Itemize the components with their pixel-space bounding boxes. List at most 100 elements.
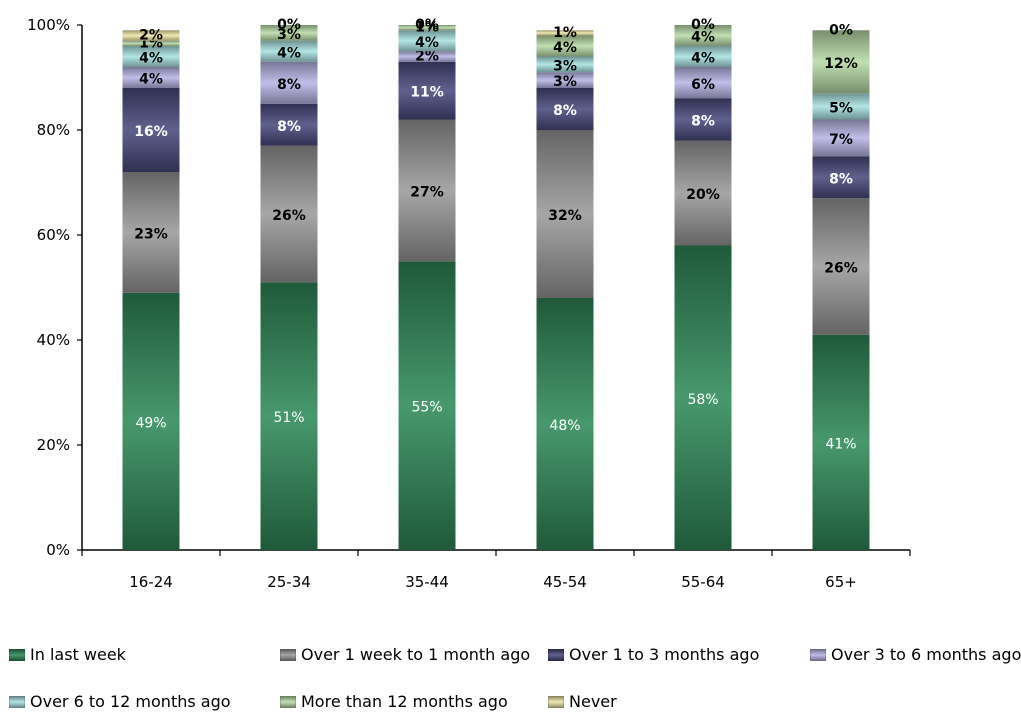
legend-label: Over 6 to 12 months ago	[30, 692, 231, 711]
data-label: 8%	[277, 77, 301, 93]
bar-segment	[260, 282, 318, 550]
legend-label: Over 3 to 6 months ago	[831, 645, 1021, 664]
data-label: 5%	[829, 100, 853, 116]
legend-item: Never	[548, 692, 617, 711]
legend-item: In last week	[9, 645, 126, 664]
bar-segment	[122, 40, 180, 46]
bar-segment	[536, 35, 594, 57]
data-label: 4%	[139, 72, 163, 88]
data-label: 26%	[824, 261, 858, 277]
bar-segment	[674, 25, 732, 46]
x-tick-label: 65+	[825, 573, 857, 591]
bar-segment	[398, 51, 456, 62]
axes	[81, 25, 910, 551]
data-label: 12%	[824, 56, 858, 72]
data-label: 20%	[686, 187, 720, 203]
data-label: 32%	[548, 208, 582, 224]
data-label: 1%	[415, 20, 439, 36]
x-tick-label: 35-44	[405, 573, 449, 591]
bar-segment	[674, 140, 732, 246]
bar-segment	[260, 103, 318, 146]
data-label: 4%	[691, 51, 715, 67]
bar-segment	[260, 25, 318, 41]
bar-segment	[122, 292, 180, 550]
data-label: 0%	[691, 17, 715, 33]
data-label: 48%	[549, 418, 580, 434]
data-label: 0%	[415, 17, 439, 33]
legend-label: In last week	[30, 645, 126, 664]
data-label: 8%	[553, 103, 577, 119]
data-label: 4%	[277, 45, 301, 61]
data-label: 2%	[415, 49, 439, 65]
bar-segment	[812, 119, 870, 157]
legend-label: More than 12 months ago	[301, 692, 508, 711]
bar-segment	[536, 88, 594, 130]
bar-segment	[536, 72, 594, 88]
bar-segment	[122, 88, 180, 172]
bar-segment	[674, 98, 732, 141]
legend-item: Over 3 to 6 months ago	[810, 645, 1021, 664]
data-label: 1%	[553, 25, 577, 41]
bar-segment	[398, 119, 456, 262]
legend-label: Over 1 to 3 months ago	[569, 645, 760, 664]
data-label: 16%	[134, 124, 168, 140]
y-tick-label: 0%	[46, 541, 70, 559]
x-tick-label: 25-34	[267, 573, 311, 591]
legend-swatch	[9, 648, 25, 661]
data-label: 7%	[829, 132, 853, 148]
legend-swatch	[280, 695, 296, 708]
bar-segment	[122, 30, 180, 41]
bar-segment	[260, 61, 318, 104]
bar-segment	[536, 298, 594, 550]
ticks: 0% 20% 40% 60% 80% 100% 16-24 25-34 35-44 45-54 55…	[27, 16, 911, 591]
bar-segment	[812, 93, 870, 120]
bar-segment	[536, 56, 594, 73]
bar-segment	[398, 61, 456, 120]
bar-segment	[122, 67, 180, 88]
x-tick-label: 55-64	[681, 573, 725, 591]
bar-segment	[122, 46, 180, 67]
data-label: 4%	[691, 30, 715, 46]
bar-segment	[812, 334, 870, 550]
data-label: 49%	[135, 415, 166, 431]
data-label: 3%	[553, 58, 577, 74]
y-tick-label: 60%	[37, 226, 70, 244]
bar-segment	[674, 67, 732, 99]
y-tick-label: 100%	[27, 16, 70, 34]
data-label: 0%	[829, 22, 853, 38]
data-label: 3%	[277, 27, 301, 43]
legend-swatch	[548, 695, 564, 708]
bar-segment	[812, 30, 870, 94]
data-label: 4%	[139, 51, 163, 67]
data-label: 51%	[273, 410, 304, 426]
data-label: 8%	[829, 171, 853, 187]
x-tick-label: 45-54	[543, 573, 587, 591]
data-label: 41%	[825, 436, 856, 452]
data-label: 6%	[691, 77, 715, 93]
data-label: 8%	[277, 119, 301, 135]
data-label: 55%	[411, 400, 442, 416]
data-label: 23%	[134, 226, 168, 242]
data-label: 4%	[553, 40, 577, 56]
y-tick-label: 20%	[37, 436, 70, 454]
legend-swatch	[9, 695, 25, 708]
bar-segment	[536, 30, 594, 36]
data-label: 2%	[139, 28, 163, 44]
data-label: 3%	[553, 74, 577, 90]
data-label: 8%	[691, 114, 715, 130]
bar-segment	[260, 40, 318, 62]
bar-segment	[674, 245, 732, 550]
bar-segment	[122, 172, 180, 293]
legend-item: Over 1 week to 1 month ago	[280, 645, 530, 664]
legend-item: More than 12 months ago	[280, 692, 508, 711]
bars: 49%23%16%4%4%1%2%51%26%8%8%4%3%0%55%27%1…	[122, 17, 870, 550]
data-label: 11%	[410, 85, 444, 101]
bar-segment	[260, 145, 318, 283]
x-tick-label: 16-24	[129, 573, 173, 591]
legend-swatch	[810, 648, 826, 661]
legend-label: Over 1 week to 1 month ago	[301, 645, 531, 664]
legend-item: Over 6 to 12 months ago	[9, 692, 231, 711]
legend-swatch	[280, 648, 296, 661]
